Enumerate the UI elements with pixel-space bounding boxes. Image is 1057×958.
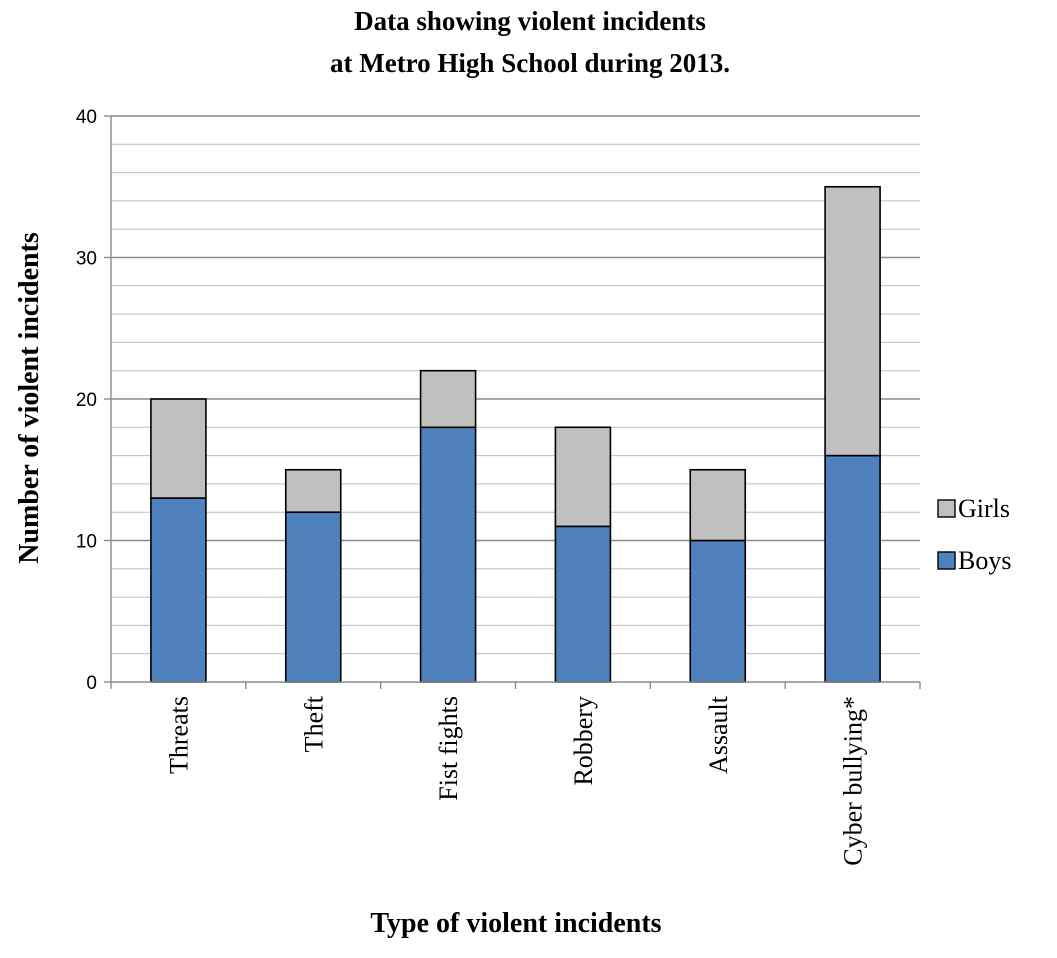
bar-boys-3: [554, 525, 612, 683]
chart-title-line-2: at Metro High School during 2013.: [330, 48, 730, 78]
category-label: Theft: [299, 695, 328, 752]
bars: [150, 185, 881, 683]
bar-girls-3: [554, 426, 612, 528]
bar-boys-2: [419, 426, 477, 683]
y-tick-label: 20: [76, 390, 97, 411]
bar-boys-5: [824, 454, 881, 683]
bar-boys-0: [150, 497, 207, 683]
y-tick-label: 40: [76, 107, 97, 128]
y-tick-labels: 0 10 20 30 40: [76, 107, 97, 694]
bar-girls-0: [150, 398, 207, 499]
category-label: Robbery: [569, 696, 598, 786]
category-label: Assault: [704, 695, 733, 774]
chart-title-line-1: Data showing violent incidents: [354, 6, 706, 36]
legend: Girls Boys: [937, 494, 1011, 575]
legend-label-girls: Girls: [958, 494, 1010, 523]
legend-label-boys: Boys: [958, 546, 1011, 575]
bar-girls-1: [284, 468, 342, 514]
y-axis-title: Number of violent incidents: [14, 232, 45, 564]
category-label: Cyber bullying*: [839, 696, 868, 866]
bar-girls-2: [419, 369, 477, 429]
category-label: Fist fights: [434, 696, 463, 801]
x-category-labels: Threats Theft Fist fights Robbery Assault Cyb…: [165, 695, 868, 865]
gridlines: [111, 115, 920, 655]
category-label: Threats: [165, 696, 194, 774]
bar-girls-5: [824, 185, 881, 457]
legend-swatch-boys: [937, 551, 956, 570]
bar-boys-1: [284, 511, 342, 683]
bar-girls-4: [689, 468, 747, 542]
y-tick-label: 30: [76, 249, 97, 270]
y-tick-label: 10: [76, 532, 97, 553]
legend-swatch-girls: [937, 499, 956, 518]
bar-boys-4: [689, 539, 747, 683]
y-tick-label: 0: [86, 673, 97, 694]
axes: [104, 115, 921, 689]
x-axis-title: Type of violent incidents: [370, 908, 661, 939]
